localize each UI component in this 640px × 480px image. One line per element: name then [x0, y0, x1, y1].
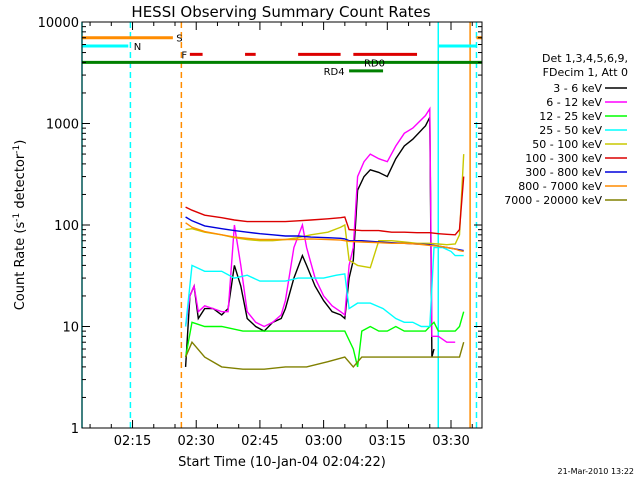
x-tick-label: 02:45: [241, 434, 278, 449]
series-line: [184, 106, 456, 343]
flag-label: RD4: [324, 67, 345, 78]
flag-label: RD0: [364, 58, 385, 69]
y-label-sup1: -1: [12, 213, 22, 222]
legend-entry-label: 300 - 800 keV: [525, 166, 602, 179]
y-tick-label: 10000: [38, 16, 79, 31]
series-line: [185, 176, 465, 236]
legend-entry-label: 3 - 6 keV: [553, 82, 602, 95]
x-tick-label: 03:30: [432, 434, 469, 449]
series-line: [184, 116, 435, 367]
legend: Det 1,3,4,5,6,9, FDecim 1, Att 0 3 - 6 k…: [504, 52, 628, 207]
chart-title: HESSI Observing Summary Count Rates: [131, 3, 430, 21]
series-line: [185, 154, 465, 269]
flag-label: S: [176, 34, 182, 45]
legend-entry-label: 50 - 100 keV: [532, 138, 602, 151]
legend-entry-label: 100 - 300 keV: [525, 152, 602, 165]
flag-label: N: [134, 42, 141, 53]
series-line: [184, 340, 465, 370]
legend-header-1: Det 1,3,4,5,6,9,: [542, 52, 628, 65]
y-tick-label: 1: [71, 422, 79, 437]
y-tick-label: 100: [54, 219, 79, 234]
y-tick-label: 1000: [46, 118, 79, 133]
legend-entry-label: 25 - 50 keV: [539, 124, 602, 137]
y-label-main: Count Rate (s: [13, 222, 28, 311]
series-lines: [184, 106, 465, 370]
legend-entry-label: 7000 - 20000 keV: [504, 194, 602, 207]
series-line: [185, 216, 464, 252]
x-tick-label: 02:30: [177, 434, 214, 449]
y-label-end: ): [13, 140, 28, 145]
legend-entry-label: 800 - 7000 keV: [518, 180, 602, 193]
timestamp: 21-Mar-2010 13:22: [558, 467, 635, 476]
series-line: [185, 222, 464, 253]
series-line: [184, 311, 465, 368]
x-tick-label: 03:00: [305, 434, 342, 449]
y-label-sup2: -1: [12, 145, 22, 154]
flag-label: F: [181, 50, 187, 61]
y-axis-label: Count Rate (s-1 detector-1): [12, 140, 28, 311]
y-label-mid: detector: [13, 153, 28, 213]
legend-header-2: FDecim 1, Att 0: [543, 66, 628, 79]
y-tick-label: 10: [62, 321, 79, 336]
x-tick-label: 03:15: [369, 434, 406, 449]
x-axis-label: Start Time (10-Jan-04 02:04:22): [178, 455, 386, 470]
x-axis-ticks: 02:15 02:30 02:45 03:00 03:15 03:30: [89, 22, 473, 449]
y-axis-ticks: 1 10 100 1000 10000: [38, 16, 482, 437]
observing-flags: S N F RD0 RD4: [82, 34, 482, 78]
legend-entry-label: 12 - 25 keV: [539, 110, 602, 123]
series-line: [184, 246, 464, 328]
legend-entry-label: 6 - 12 keV: [546, 96, 602, 109]
x-tick-label: 02:15: [114, 434, 151, 449]
